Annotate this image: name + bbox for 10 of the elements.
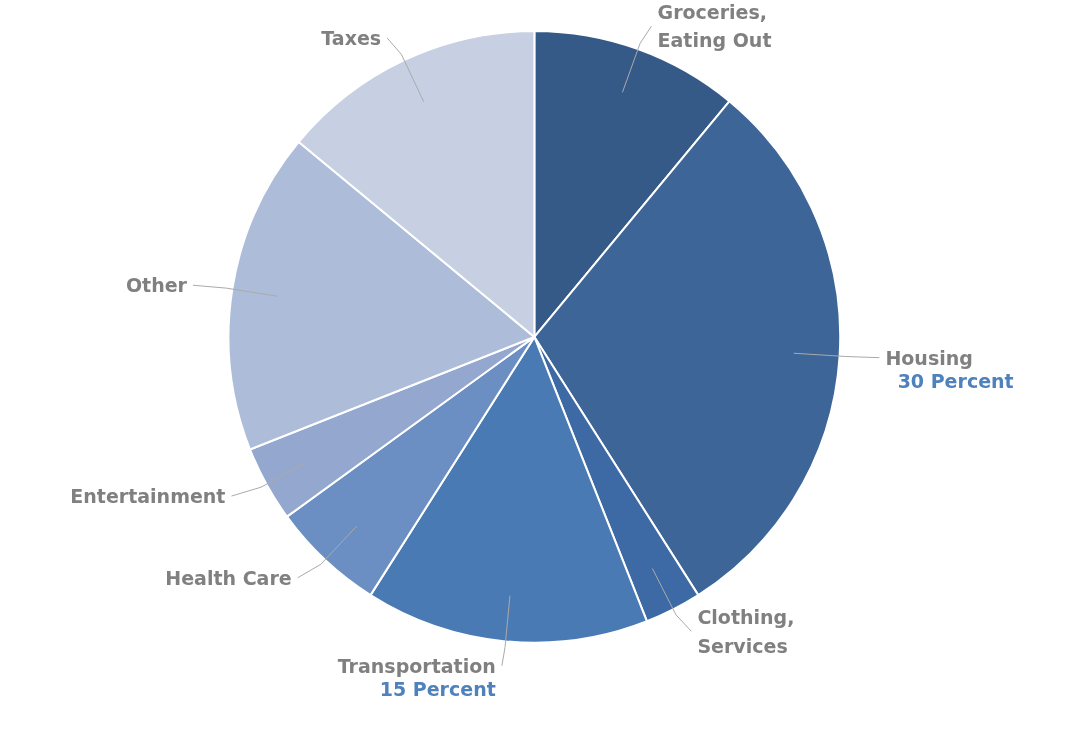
slice-label: Other <box>125 274 188 297</box>
data-label: 15 Percent <box>379 677 496 700</box>
slice-label: Entertainment <box>70 485 226 508</box>
slice-label: Health Care <box>165 566 292 589</box>
slice-label: Housing <box>885 346 973 369</box>
slice-label: Taxes <box>321 27 382 50</box>
slice-label: Groceries, Eating Out <box>657 0 772 52</box>
slice-label: Transportation <box>337 654 496 677</box>
data-label: 30 Percent <box>897 369 1014 392</box>
slice-label: Clothing, Services <box>697 605 795 657</box>
